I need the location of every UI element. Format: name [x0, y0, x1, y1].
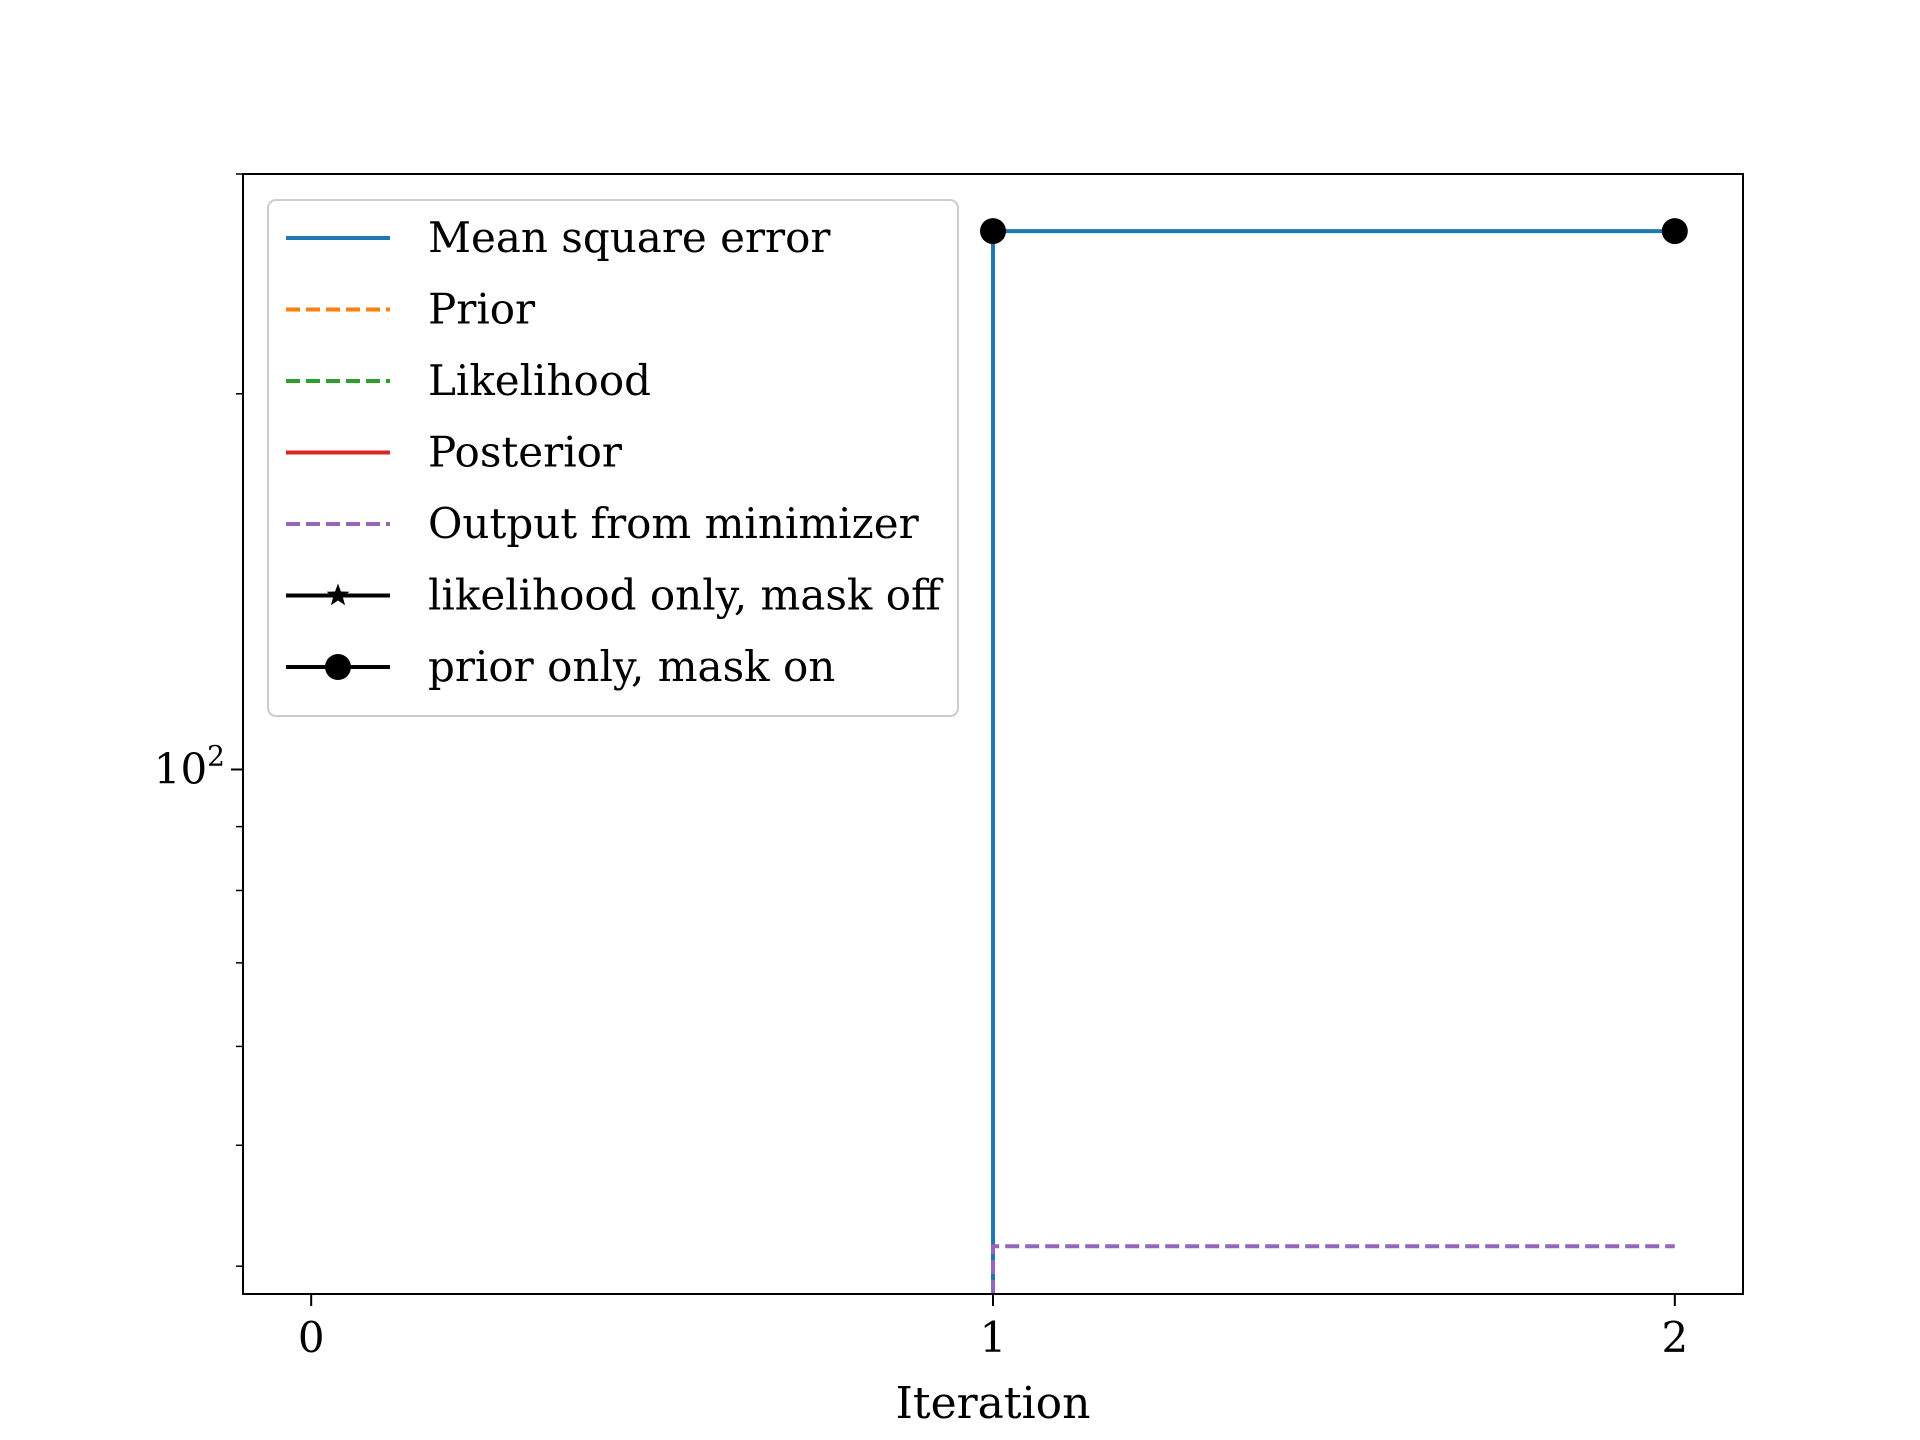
legend-label-mean-square-error: Mean square error	[428, 213, 831, 262]
legend-marker-prior-only-mask-on	[325, 654, 351, 680]
legend-label-prior-only-mask-on: prior only, mask on	[428, 642, 835, 691]
x-axis-label: Iteration	[896, 1378, 1091, 1429]
series-point-prior-only-mask-on-1	[1661, 218, 1688, 245]
x-tick-label-2: 2	[1661, 1313, 1688, 1362]
legend-label-posterior: Posterior	[428, 428, 623, 477]
y-axis: 102	[154, 173, 243, 1267]
legend-box	[267, 199, 959, 717]
legend-label-prior: Prior	[428, 285, 536, 334]
legend: Mean square error Prior Likelihood Posterio…	[267, 199, 959, 717]
series-line-output-from-minimizer	[991, 1244, 1675, 1294]
x-tick-label-1: 1	[980, 1313, 1007, 1362]
legend-label-likelihood: Likelihood	[428, 356, 651, 405]
legend-marker-likelihood-only-mask-off	[326, 583, 350, 606]
series-point-prior-only-mask-on-0	[980, 218, 1006, 245]
markers-layer	[980, 218, 1688, 245]
x-tick-label-0: 0	[298, 1313, 325, 1362]
legend-label-output-from-minimizer: Output from minimizer	[428, 499, 920, 548]
legend-label-likelihood-only-mask-off: likelihood only, mask off	[428, 571, 944, 620]
x-axis: 0 1 2	[298, 1294, 1688, 1362]
y-tick-label-0: 102	[154, 740, 225, 794]
